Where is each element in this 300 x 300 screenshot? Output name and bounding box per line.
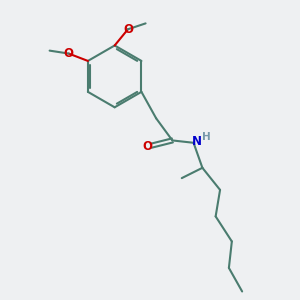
Text: O: O	[64, 47, 74, 60]
Text: N: N	[191, 135, 202, 148]
Text: O: O	[142, 140, 153, 153]
Text: H: H	[202, 133, 210, 142]
Text: O: O	[123, 23, 133, 36]
